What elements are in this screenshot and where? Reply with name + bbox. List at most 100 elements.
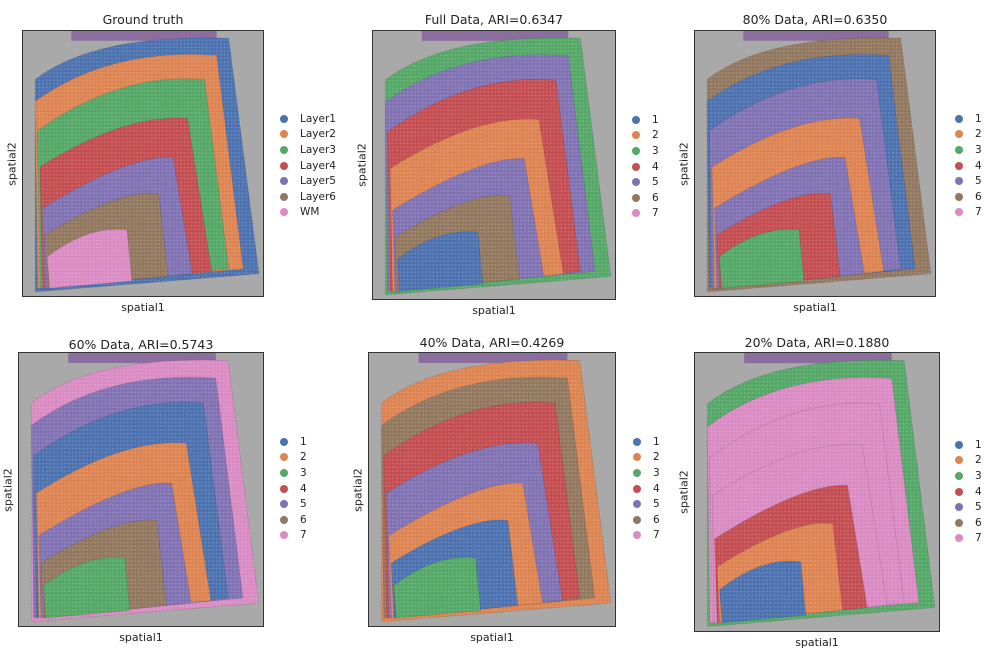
legend-item: 3: [632, 143, 659, 159]
tissue-top-strip: [68, 353, 216, 363]
legend-label: 2: [975, 454, 982, 467]
legend-label: 7: [300, 529, 307, 542]
x-axis-label: spatial1: [119, 631, 163, 644]
legend-item: 5: [633, 496, 660, 512]
legend-label: Layer5: [300, 175, 336, 188]
legend-item: 1: [280, 434, 307, 450]
legend-item: 3: [955, 468, 982, 484]
tissue-top-strip: [743, 31, 889, 41]
y-axis-label: spatial2: [677, 470, 691, 514]
legend-label: 1: [975, 438, 982, 451]
legend-marker: [280, 468, 288, 477]
legend-item: Layer6: [280, 189, 336, 205]
legend-item: 2: [955, 453, 982, 469]
tissue-top-strip: [421, 31, 569, 41]
legend-label: Layer2: [300, 128, 336, 141]
legend-item: 4: [280, 481, 307, 497]
legend-item: 1: [632, 112, 659, 128]
legend-item: 2: [633, 450, 660, 466]
legend-label: Layer3: [300, 143, 336, 156]
legend-item: 2: [632, 128, 659, 144]
x-axis-label: spatial1: [795, 636, 839, 649]
x-axis-label: spatial1: [793, 301, 837, 314]
legend-marker: [280, 114, 288, 123]
legend-item: 7: [955, 205, 982, 221]
plot-area: [372, 30, 616, 300]
legend-item: 1: [633, 434, 660, 450]
spot-texture: [707, 37, 931, 292]
legend-label: 2: [653, 451, 660, 464]
legend-item: 7: [633, 528, 660, 544]
spot-map: [384, 31, 612, 296]
legend-item: 3: [280, 465, 307, 481]
y-axis-label: spatial2: [355, 143, 369, 187]
tissue-top-strip: [418, 353, 568, 363]
legend: 1 2 3 4 5 6 7: [280, 434, 307, 543]
tissue-top-strip: [71, 31, 217, 41]
legend-label: 6: [300, 513, 307, 526]
legend-item: 4: [633, 481, 660, 497]
legend-label: 5: [300, 498, 307, 511]
legend: Layer1 Layer2 Layer3 Layer4 Layer5 Layer6 WM: [280, 111, 336, 220]
legend-marker: [633, 484, 641, 493]
legend-item: 5: [955, 499, 982, 515]
legend-marker: [955, 471, 963, 480]
legend-marker: [280, 130, 288, 139]
legend-item: Layer5: [280, 173, 336, 189]
legend-label: 4: [653, 482, 660, 495]
spot-texture: [381, 360, 611, 622]
spot-texture: [385, 37, 611, 295]
legend-marker: [633, 500, 641, 509]
legend-item: Layer3: [280, 142, 336, 158]
legend-label: 6: [653, 513, 660, 526]
panel-title: 20% Data, ARI=0.1880: [744, 335, 890, 350]
legend-item: 2: [955, 127, 982, 143]
legend-marker: [632, 131, 640, 140]
y-axis-label: spatial2: [677, 141, 691, 186]
plot-area: [694, 30, 936, 297]
legend-marker: [633, 531, 641, 540]
legend-marker: [632, 162, 640, 171]
spot-texture: [707, 360, 935, 627]
spot-map: [34, 31, 260, 293]
legend-item: Layer4: [280, 158, 336, 174]
legend-item: 3: [955, 142, 982, 158]
legend-marker: [632, 178, 640, 187]
legend-label: 3: [653, 466, 660, 479]
x-axis-label: spatial1: [472, 304, 516, 317]
spot-map: [381, 353, 612, 623]
legend-marker: [633, 437, 641, 446]
legend-label: 3: [975, 143, 982, 156]
legend-label: 7: [975, 206, 982, 219]
plot-area: [368, 352, 616, 627]
legend-label: 1: [975, 112, 982, 125]
legend-marker: [955, 518, 963, 527]
legend-item: 7: [280, 528, 307, 544]
legend: 1 2 3 4 5 6 7: [955, 111, 982, 220]
legend-marker: [633, 515, 641, 524]
legend-marker: [632, 193, 640, 202]
spot-texture: [35, 37, 259, 292]
legend-item: 6: [633, 512, 660, 528]
legend-marker: [280, 145, 288, 154]
legend-label: 1: [653, 435, 660, 448]
legend-label: 2: [652, 129, 659, 142]
legend-item: 6: [280, 512, 307, 528]
legend: 1 2 3 4 5 6 7: [632, 112, 659, 221]
legend-label: 7: [653, 529, 660, 542]
legend-label: Layer6: [300, 190, 336, 203]
panel-title: 80% Data, ARI=0.6350: [742, 12, 888, 27]
legend-item: 6: [955, 189, 982, 205]
legend-label: Layer1: [300, 112, 336, 125]
legend-item: 4: [955, 484, 982, 500]
legend-label: 6: [975, 516, 982, 529]
panel-title: 40% Data, ARI=0.4269: [419, 335, 565, 350]
legend-item: 2: [280, 450, 307, 466]
legend-label: 2: [300, 451, 307, 464]
legend-marker: [632, 115, 640, 124]
legend-marker: [280, 208, 288, 217]
legend-marker: [955, 130, 963, 139]
legend-label: Layer4: [300, 159, 336, 172]
legend-item: 7: [632, 206, 659, 222]
legend-label: 3: [300, 466, 307, 479]
